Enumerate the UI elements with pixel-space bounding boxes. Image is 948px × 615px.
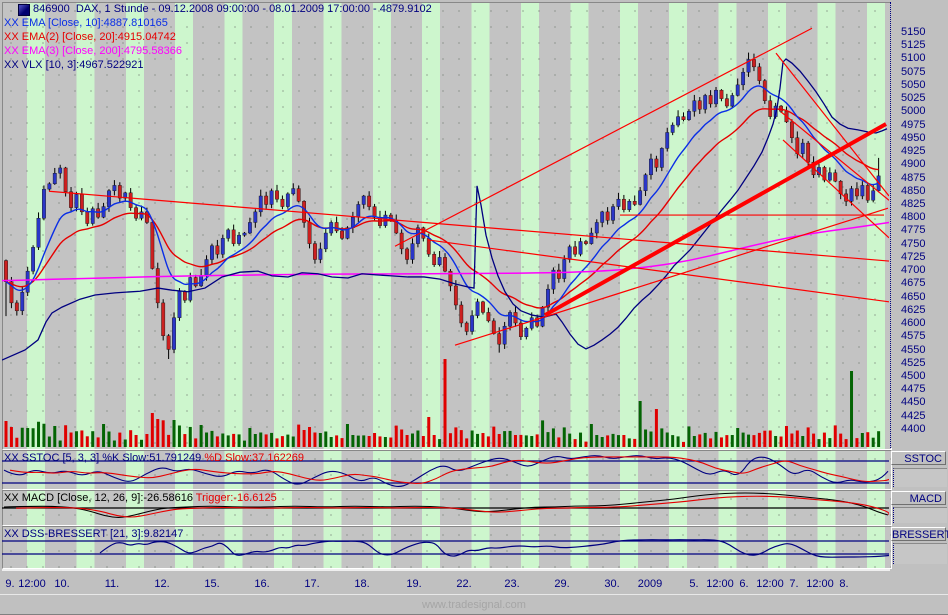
macd-label: XX MACD [Close, 12, 26, 9]:-26.58616: [4, 492, 196, 504]
legend-ema20[interactable]: XX EMA(2) [Close, 20]:4915.04742: [4, 31, 176, 43]
time-tick-label: 22.: [456, 578, 472, 590]
chart-icon: [18, 4, 30, 16]
legend-macd[interactable]: XX MACD [Close, 12, 26, 9]:-26.58616 Tri…: [4, 492, 277, 504]
price-tick-label: 5050: [901, 78, 926, 91]
macd-axis-label[interactable]: MACD: [891, 491, 946, 505]
price-tick-label: 5125: [901, 39, 926, 52]
macd-axis-stub: [893, 507, 947, 523]
status-bar: [0, 594, 948, 614]
time-tick-label: 8.: [839, 578, 849, 590]
bressert-axis-stub: [893, 543, 947, 564]
chart-title: 846900 DAX, 1 Stunde - 09.12.2008 09:00:…: [33, 3, 432, 15]
price-tick-label: 4450: [901, 396, 926, 409]
time-tick-label: 12.: [154, 578, 170, 590]
bressert-axis-label[interactable]: BRESSERT: [891, 527, 948, 541]
price-tick-label: 4800: [901, 211, 926, 224]
price-tick-label: 4925: [901, 145, 926, 158]
legend-sstoc[interactable]: XX SSTOC [5, 3, 3] %K Slow:51.791249 %D …: [4, 452, 304, 464]
price-tick-label: 4650: [901, 290, 926, 303]
legend-ema200[interactable]: XX EMA(3) [Close, 200]:4795.58366: [4, 45, 182, 57]
price-tick-label: 4700: [901, 264, 926, 277]
time-tick-label: 5.: [689, 578, 699, 590]
sstoc-k-label: XX SSTOC [5, 3, 3] %K Slow:51.791249: [4, 452, 205, 464]
time-tick-label: 2009: [637, 578, 663, 590]
sstoc-axis-label[interactable]: SSTOC: [891, 451, 946, 465]
legend-ema10[interactable]: XX EMA [Close, 10]:4887.810165: [4, 17, 168, 29]
time-tick-label: 17.: [304, 578, 320, 590]
price-tick-label: 5000: [901, 105, 926, 118]
time-axis[interactable]: [2, 569, 890, 594]
time-tick-label: 12:00: [706, 578, 734, 590]
price-tick-label: 4825: [901, 197, 926, 210]
time-tick-label: 10.: [54, 578, 70, 590]
price-tick-label: 4875: [901, 171, 926, 184]
price-tick-label: 4400: [901, 422, 926, 435]
time-tick-label: 7.: [789, 578, 799, 590]
price-tick-label: 4900: [901, 158, 926, 171]
price-tick-label: 4500: [901, 369, 926, 382]
price-axis[interactable]: 5150 5125 5100 5075 5050 5025 5000 4975 4950 4925…: [890, 2, 948, 448]
time-tick-label: 11.: [104, 578, 120, 590]
price-tick-label: 5100: [901, 52, 926, 65]
time-tick-label: 15.: [204, 578, 220, 590]
time-tick-label: 6.: [739, 578, 749, 590]
time-tick-label: 12:00: [756, 578, 784, 590]
time-tick-label: 29.: [554, 578, 570, 590]
price-tick-label: 4975: [901, 118, 926, 131]
price-tick-label: 4475: [901, 383, 926, 396]
price-tick-label: 5150: [901, 26, 926, 38]
price-tick-label: 4950: [901, 131, 926, 144]
time-tick-label: 12:00: [18, 578, 46, 590]
price-tick-label: 4625: [901, 303, 926, 316]
price-tick-label: 4775: [901, 224, 926, 237]
price-tick-label: 5075: [901, 65, 926, 78]
legend-vlx[interactable]: XX VLX [10, 3]:4967.522921: [4, 59, 144, 71]
time-tick-label: 19.: [406, 578, 422, 590]
time-tick-label: 16.: [254, 578, 270, 590]
price-tick-label: 5025: [901, 92, 926, 105]
price-tick-label: 4425: [901, 409, 926, 422]
price-tick-label: 4575: [901, 330, 926, 343]
price-tick-label: 4675: [901, 277, 926, 290]
time-tick-label: 18.: [354, 578, 370, 590]
legend-dss[interactable]: XX DSS-BRESSERT [21, 3]:9.82147: [4, 528, 184, 540]
macd-trigger-label: Trigger:-16.6125: [195, 492, 277, 504]
sstoc-axis-stub: [893, 468, 947, 487]
price-tick-label: 4850: [901, 184, 926, 197]
time-tick-label: 23.: [504, 578, 520, 590]
watermark-text: www.tradesignal.com: [422, 599, 526, 611]
price-tick-label: 4525: [901, 356, 926, 369]
time-tick-label: 30.: [604, 578, 620, 590]
time-tick-label: 9.: [5, 578, 15, 590]
price-tick-label: 4725: [901, 250, 926, 263]
price-tick-label: 4750: [901, 237, 926, 250]
price-tick-label: 4600: [901, 317, 926, 330]
sstoc-d-label: %D Slow:37.162269: [204, 452, 305, 464]
price-tick-label: 4550: [901, 343, 926, 356]
time-tick-label: 12:00: [806, 578, 834, 590]
